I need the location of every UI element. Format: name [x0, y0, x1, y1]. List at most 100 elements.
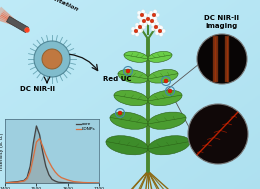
- LDNPs: [16, 181, 19, 183]
- LDNPs: [50, 166, 54, 168]
- Ellipse shape: [148, 69, 178, 83]
- LDNPs: [54, 171, 57, 173]
- core: [10, 181, 13, 183]
- Circle shape: [197, 34, 247, 84]
- Circle shape: [155, 28, 159, 32]
- LDNPs: [44, 153, 47, 156]
- LDNPs: [32, 156, 35, 159]
- core: [54, 180, 57, 182]
- LDNPs: [35, 141, 38, 143]
- core: [29, 165, 32, 167]
- LDNPs: [22, 180, 25, 182]
- LDNPs: [41, 145, 44, 147]
- Circle shape: [141, 10, 145, 14]
- Legend: core, LDNPs: core, LDNPs: [75, 121, 96, 132]
- Circle shape: [137, 11, 141, 15]
- FancyBboxPatch shape: [225, 36, 229, 82]
- Text: NIR excitation: NIR excitation: [32, 0, 79, 12]
- Circle shape: [42, 49, 62, 69]
- LDNPs: [97, 182, 100, 184]
- Circle shape: [147, 17, 151, 21]
- Circle shape: [135, 23, 139, 27]
- LDNPs: [10, 181, 13, 184]
- LDNPs: [57, 174, 60, 177]
- Circle shape: [150, 17, 153, 21]
- Circle shape: [155, 27, 159, 31]
- core: [38, 133, 41, 136]
- Ellipse shape: [148, 51, 172, 62]
- Circle shape: [141, 16, 145, 20]
- Line: core: core: [5, 126, 99, 183]
- core: [16, 180, 19, 183]
- Circle shape: [143, 15, 147, 19]
- core: [25, 177, 29, 179]
- Circle shape: [139, 21, 143, 25]
- LDNPs: [29, 171, 32, 173]
- Circle shape: [161, 29, 166, 33]
- Circle shape: [144, 13, 147, 17]
- Circle shape: [152, 13, 156, 17]
- Ellipse shape: [118, 69, 148, 83]
- Circle shape: [143, 16, 147, 20]
- Circle shape: [149, 11, 153, 15]
- Circle shape: [151, 27, 155, 31]
- LDNPs: [60, 177, 63, 179]
- Circle shape: [135, 27, 139, 31]
- Circle shape: [153, 19, 158, 23]
- Circle shape: [158, 29, 162, 33]
- Circle shape: [134, 29, 138, 33]
- Circle shape: [149, 15, 153, 19]
- Circle shape: [153, 16, 157, 20]
- Circle shape: [155, 22, 159, 26]
- Circle shape: [151, 22, 155, 26]
- LDNPs: [38, 137, 41, 140]
- Circle shape: [146, 19, 150, 23]
- core: [60, 181, 63, 184]
- Circle shape: [155, 13, 159, 17]
- core: [41, 151, 44, 153]
- Circle shape: [126, 69, 130, 73]
- core: [44, 165, 47, 167]
- LDNPs: [4, 182, 7, 184]
- Circle shape: [164, 79, 168, 83]
- Circle shape: [138, 25, 142, 29]
- Text: Red UC: Red UC: [103, 76, 132, 82]
- core: [82, 182, 85, 184]
- Circle shape: [140, 13, 144, 17]
- Circle shape: [147, 20, 151, 24]
- Ellipse shape: [124, 51, 148, 62]
- LDNPs: [25, 178, 29, 180]
- Line: LDNPs: LDNPs: [5, 139, 99, 183]
- core: [66, 182, 69, 184]
- Ellipse shape: [110, 112, 148, 129]
- Text: DC NIR-II: DC NIR-II: [20, 86, 55, 92]
- Circle shape: [158, 25, 161, 29]
- Circle shape: [142, 19, 146, 23]
- LDNPs: [47, 160, 50, 163]
- Circle shape: [143, 22, 147, 26]
- Ellipse shape: [148, 136, 190, 155]
- core: [22, 179, 25, 182]
- core: [97, 182, 100, 184]
- Circle shape: [188, 104, 248, 164]
- core: [4, 182, 7, 184]
- Circle shape: [153, 10, 157, 14]
- Text: DC NIR-II
imaging: DC NIR-II imaging: [205, 15, 239, 29]
- Circle shape: [159, 26, 163, 30]
- Circle shape: [151, 16, 155, 20]
- LDNPs: [82, 181, 85, 184]
- LDNPs: [66, 179, 69, 181]
- core: [35, 125, 38, 127]
- Polygon shape: [0, 7, 27, 30]
- Circle shape: [135, 26, 139, 30]
- core: [32, 142, 35, 144]
- Circle shape: [168, 89, 172, 93]
- Circle shape: [118, 111, 122, 115]
- Circle shape: [137, 15, 141, 19]
- core: [50, 178, 54, 180]
- core: [57, 181, 60, 183]
- FancyBboxPatch shape: [212, 36, 218, 82]
- Ellipse shape: [148, 90, 182, 106]
- Y-axis label: Intensity (a. u.): Intensity (a. u.): [0, 132, 4, 170]
- Circle shape: [147, 14, 151, 18]
